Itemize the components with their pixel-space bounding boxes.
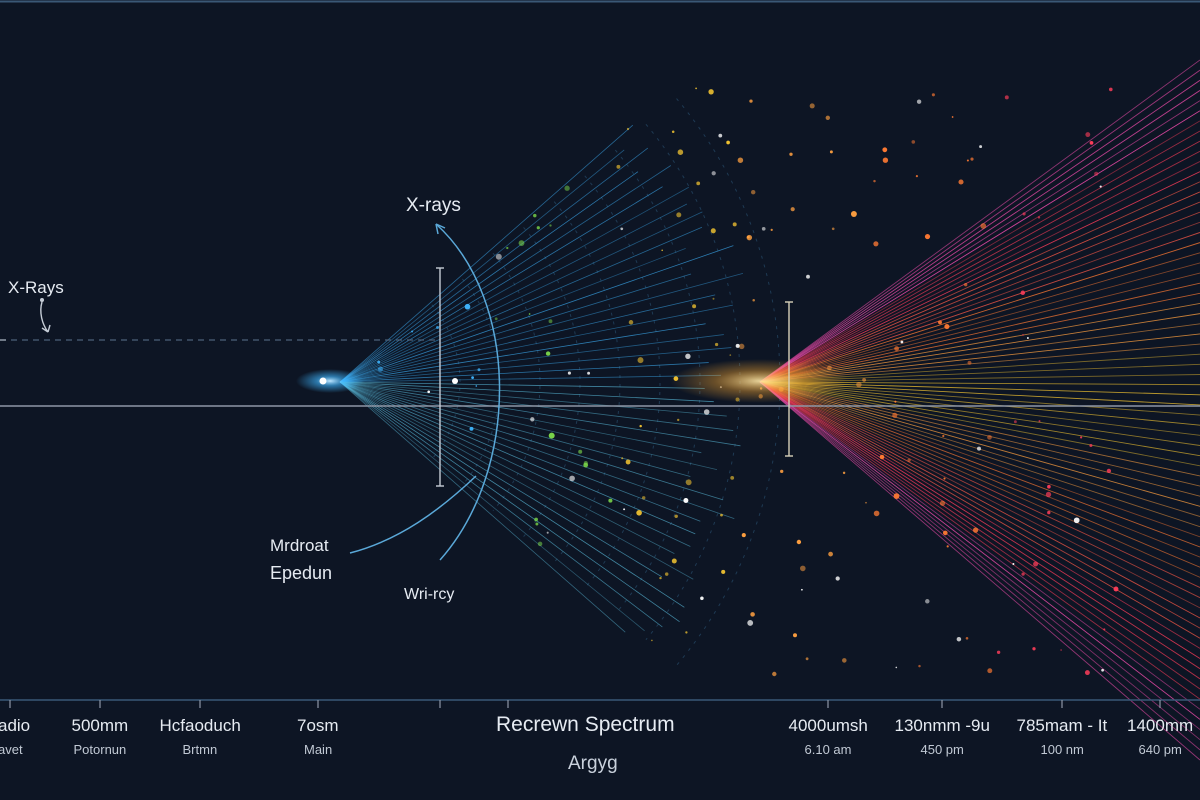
diagram-title: Recrewn Spectrum [496,713,675,736]
axis-tick-sublabel: 640 pm [1138,742,1182,757]
axis-tick-label: 785mam - It [1016,716,1108,735]
beam-node-point [452,378,458,384]
axis-tick-sublabel: 450 pm [920,742,964,757]
beam-glow-blue [296,369,364,393]
diagram-subtitle: Argyg [568,753,618,774]
axis-ticks [9,700,1161,708]
mid-label-line1: Mrdroat [270,536,329,555]
axis-tick-sublabel: 6.10 am [804,742,852,757]
beam-source-point [319,377,327,385]
mid-pointer-line [349,475,477,554]
axis-tick-label: 7osm [297,716,339,735]
mid-label-line2: Epedun [270,563,333,583]
arc-arrow [435,223,501,561]
axis-tick-label: Hcfaoduch [159,716,241,735]
axis-tick-label: 4000umsh [788,716,868,735]
axis-tick-label: 500mm [71,716,129,735]
axis-tick-label: 1400mm [1127,716,1194,735]
xrays-left-label: X-Rays [8,278,64,297]
axis-tick-sublabel: Potornun [73,742,127,757]
arc-arrowhead [435,223,446,235]
axis-tick-sublabel: 100 nm [1040,742,1084,757]
axis-tick-sublabel: Brtmn [182,742,218,757]
beam-glow-warm [670,359,850,403]
particle-field [377,87,1119,677]
axis-tick-label: 130nmm -9u [894,716,990,735]
axis-tick-sublabel: avet [0,742,23,757]
xrays-top-label: X-rays [406,195,461,216]
axis-tick-sublabel: Main [304,742,333,757]
axis-tick-label: adio [0,716,31,735]
ray-fans [339,59,1200,761]
left-pointer-mark [40,301,51,333]
lower-label: Wri-rcy [404,586,455,603]
